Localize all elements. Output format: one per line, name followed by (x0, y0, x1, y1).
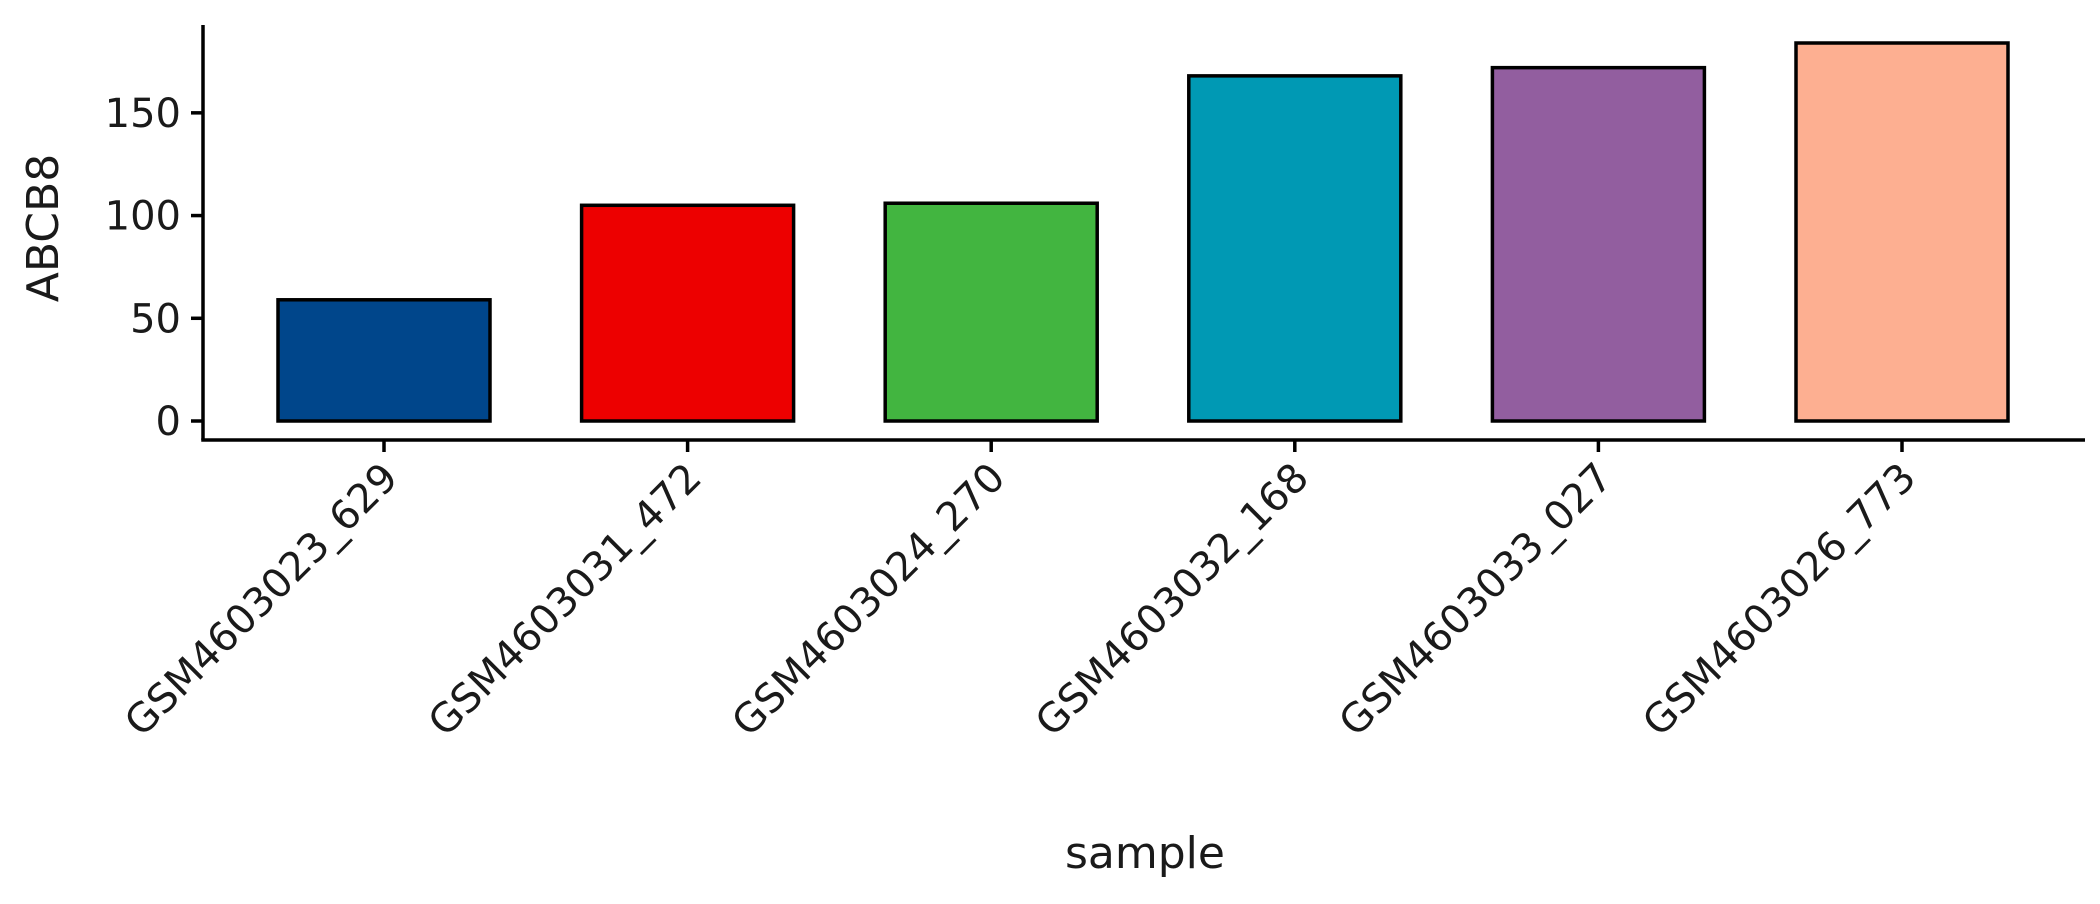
y-tick-label: 150 (105, 91, 181, 137)
bars-layer (276, 41, 2010, 423)
bar-GSM4603033_027 (1490, 65, 1707, 423)
bar-GSM4603024_270 (883, 201, 1099, 423)
x-tick-label: GSM4603033_027 (1331, 455, 1622, 746)
y-tick-label: 50 (130, 296, 181, 342)
x-tick-label: GSM4603026_773 (1634, 455, 1925, 746)
bar-GSM4603031_472 (579, 203, 796, 423)
x-axis-title: sample (1065, 828, 1225, 879)
bar-GSM4603026_773 (1794, 41, 2010, 423)
x-tick-label: GSM4603024_270 (723, 455, 1014, 746)
x-tick-label: GSM4603023_629 (116, 455, 407, 746)
bar-GSM4603032_168 (1187, 74, 1403, 423)
y-tick-label: 100 (105, 194, 181, 240)
x-tick-label: GSM4603032_168 (1027, 455, 1318, 746)
bar-GSM4603023_629 (276, 298, 492, 423)
y-axis-title: ABCB8 (18, 154, 69, 302)
x-tick-label: GSM4603031_472 (420, 455, 711, 746)
y-tick-label: 0 (156, 399, 181, 445)
axes-layer (191, 25, 2085, 452)
